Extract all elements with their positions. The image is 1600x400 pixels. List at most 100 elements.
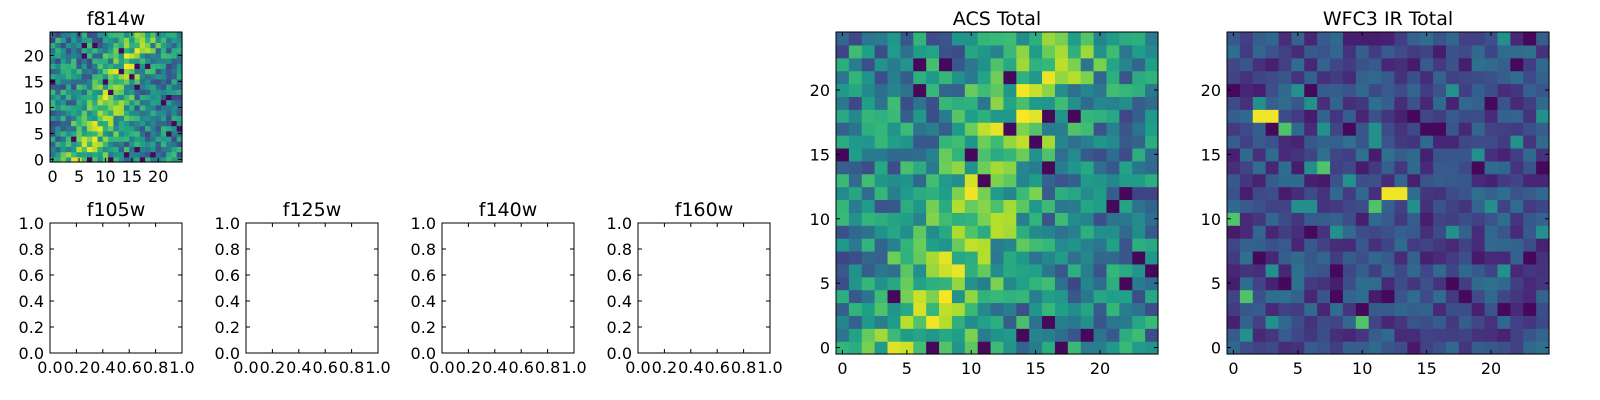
heatmap-cell	[900, 186, 914, 201]
heatmap-cell	[977, 147, 992, 162]
heatmap-cell	[964, 250, 979, 265]
heatmap-cell	[836, 83, 850, 97]
heatmap-cell	[1458, 32, 1473, 46]
heatmap-cell	[71, 52, 77, 59]
heatmap-cell	[977, 341, 992, 355]
heatmap-cell	[887, 276, 901, 291]
heatmap-cell	[990, 70, 1005, 85]
heatmap-cell	[990, 83, 1005, 97]
heatmap-cell	[65, 104, 72, 111]
heatmap-cell	[1278, 328, 1292, 342]
heatmap-cell	[1291, 122, 1305, 136]
heatmap-cell	[1407, 199, 1421, 213]
heatmap-cell	[1227, 250, 1241, 265]
heatmap-cell	[1054, 57, 1069, 72]
heatmap-cell	[939, 289, 953, 304]
heatmap-cell	[1252, 32, 1267, 46]
heatmap-cell	[1407, 135, 1421, 149]
heatmap-cell	[1394, 341, 1408, 355]
heatmap-cell	[1510, 147, 1524, 162]
heatmap-cell	[1042, 341, 1056, 355]
x-tick-label: 0.6	[312, 358, 337, 377]
heatmap-cell	[123, 68, 130, 75]
heatmap-cell	[1381, 173, 1396, 188]
heatmap-cell	[55, 89, 62, 95]
heatmap-cell	[913, 83, 927, 97]
heatmap-cell	[1420, 173, 1434, 188]
heatmap-cell	[861, 238, 876, 252]
heatmap-cell	[926, 186, 940, 201]
heatmap-cell	[1407, 289, 1421, 304]
heatmap-cell	[1132, 32, 1146, 46]
heatmap-cell	[155, 94, 162, 101]
heatmap-cell	[1291, 263, 1305, 278]
heatmap-cell	[1291, 44, 1305, 59]
heatmap-cell	[1497, 44, 1511, 59]
heatmap-cell	[939, 263, 953, 278]
heatmap-cell	[139, 94, 146, 101]
heatmap-cell	[1458, 83, 1473, 97]
heatmap-cell	[913, 276, 927, 291]
heatmap-cell	[874, 263, 889, 278]
heatmap-cell	[71, 94, 77, 101]
heatmap-cell	[1368, 160, 1383, 175]
heatmap-cell	[134, 84, 141, 90]
heatmap-cell	[1252, 109, 1267, 123]
heatmap-cell	[1291, 250, 1305, 265]
heatmap-cell	[861, 302, 876, 316]
heatmap-cell	[1239, 147, 1254, 162]
heatmap-cell	[900, 173, 914, 188]
heatmap-cell	[145, 52, 151, 59]
heatmap-cell	[1003, 263, 1017, 278]
heatmap-cell	[139, 141, 146, 147]
heatmap-cell	[176, 151, 183, 158]
heatmap-cell	[900, 96, 914, 110]
x-tick-label: 15	[122, 167, 142, 186]
heatmap-cell	[139, 63, 146, 69]
heatmap-cell	[1291, 83, 1305, 97]
heatmap-cell	[1132, 238, 1146, 252]
heatmap-cell	[113, 141, 120, 147]
heatmap-cell	[926, 57, 940, 72]
heatmap-cell	[171, 136, 178, 142]
heatmap-cell	[1252, 135, 1267, 149]
heatmap-cell	[145, 94, 151, 101]
heatmap-cell	[951, 57, 966, 72]
heatmap-cell	[1445, 276, 1460, 291]
heatmap-cell	[102, 104, 109, 111]
heatmap-cell	[150, 58, 157, 64]
panel-title: f160w	[675, 199, 734, 221]
heatmap-cell	[97, 42, 104, 49]
heatmap-cell	[145, 37, 151, 43]
y-tick-label: 15	[24, 72, 44, 91]
heatmap-cell	[76, 78, 83, 85]
heatmap-cell	[848, 199, 863, 213]
heatmap-cell	[55, 68, 62, 75]
heatmap-cell	[1093, 173, 1108, 188]
heatmap-cell	[1368, 289, 1383, 304]
heatmap-cell	[92, 104, 99, 111]
heatmap-cell	[913, 109, 927, 123]
heatmap-cell	[1029, 250, 1043, 265]
heatmap-cell	[1265, 147, 1280, 162]
heatmap-cell	[1458, 276, 1473, 291]
heatmap-cell	[1510, 276, 1524, 291]
heatmap-cell	[155, 37, 162, 43]
y-tick-label: 1.0	[607, 214, 632, 233]
heatmap-cell	[1381, 302, 1396, 316]
heatmap-cell	[145, 136, 151, 142]
heatmap-cell	[118, 32, 125, 38]
heatmap-cell	[76, 68, 83, 75]
heatmap-cell	[1523, 186, 1537, 201]
heatmap-cell	[1252, 122, 1267, 136]
heatmap-cell	[71, 32, 77, 38]
heatmap-cell	[1106, 225, 1120, 239]
heatmap-cell	[926, 173, 940, 188]
heatmap-cell	[1381, 135, 1396, 149]
heatmap-cell	[1119, 302, 1133, 316]
heatmap-cell	[176, 68, 183, 75]
heatmap-cell	[1003, 315, 1017, 329]
heatmap-cell	[1510, 250, 1524, 265]
heatmap-cell	[926, 109, 940, 123]
heatmap-cell	[134, 130, 141, 137]
